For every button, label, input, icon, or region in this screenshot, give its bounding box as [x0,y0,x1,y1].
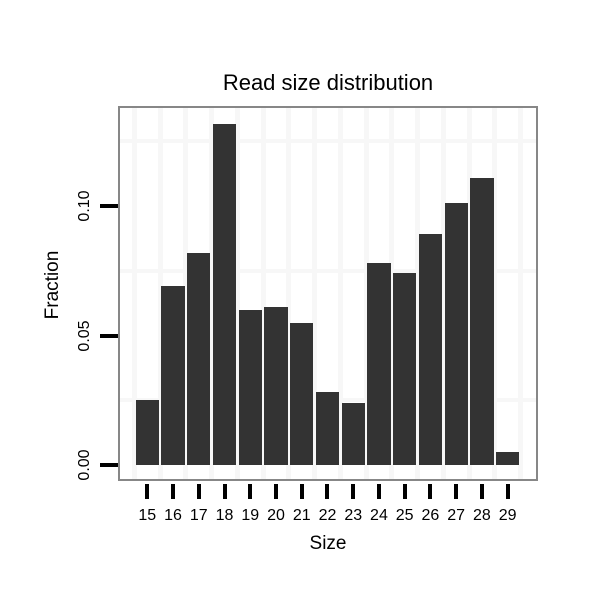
bar-18 [212,124,237,465]
minor-gridline-vertical [492,108,498,479]
x-tick-28 [479,484,484,499]
y-tick-label-0.05: 0.05 [76,319,93,352]
bar-28 [470,177,494,465]
x-tick-label-15: 15 [138,507,157,524]
x-tick-label-26: 26 [421,507,440,524]
minor-gridline-horizontal [120,139,536,144]
x-tick-label-16: 16 [164,507,182,524]
x-tick-label-21: 21 [292,507,311,524]
y-tick-0.00 [100,463,118,467]
x-tick-19 [248,484,253,499]
bar-23 [341,402,365,465]
minor-gridline-vertical [260,108,266,479]
bar-24 [367,262,391,465]
plot-panel [118,106,538,481]
x-tick-label-22: 22 [318,507,337,524]
minor-gridline-vertical [234,108,240,479]
x-tick-label-24: 24 [370,507,388,524]
bar-27 [444,203,468,465]
x-tick-label-23: 23 [344,507,363,524]
bar-19 [238,309,262,465]
minor-gridline-vertical [312,108,318,479]
y-axis-title: Fraction [42,250,63,320]
bar-22 [315,392,340,465]
bar-16 [161,286,185,465]
minor-gridline-horizontal [120,268,536,273]
x-tick-label-20: 20 [267,507,285,524]
minor-gridline-vertical [209,108,215,479]
x-tick-23 [351,484,356,499]
x-axis-title: Size [309,533,347,554]
x-tick-24 [376,484,381,499]
x-tick-27 [454,484,459,499]
minor-gridline-vertical [389,108,395,479]
bar-17 [187,252,211,465]
x-tick-20 [274,484,278,499]
x-tick-26 [428,484,433,499]
x-tick-18 [222,484,227,499]
x-tick-label-19: 19 [241,507,260,524]
minor-gridline-vertical [363,108,369,479]
x-tick-22 [325,484,330,499]
x-tick-label-18: 18 [215,507,234,524]
minor-gridline-vertical [337,108,343,479]
bar-15 [135,400,159,465]
x-tick-label-29: 29 [498,507,517,524]
minor-gridline-vertical [286,108,292,479]
chart-title: Read size distribution [222,70,434,95]
minor-gridline-vertical [518,108,524,479]
minor-gridline-vertical [183,108,189,479]
x-tick-29 [505,484,510,499]
x-tick-label-27: 27 [447,507,466,524]
plot-area [120,108,536,479]
x-tick-label-25: 25 [395,507,414,524]
minor-gridline-vertical [157,108,163,479]
x-tick-21 [299,484,304,499]
bar-26 [418,234,443,465]
y-tick-label-0.00: 0.00 [76,449,93,481]
y-tick-label-0.10: 0.10 [76,190,93,222]
x-tick-16 [171,484,176,499]
bar-25 [393,273,417,465]
minor-gridline-vertical [415,108,421,479]
bar-21 [290,322,314,465]
y-tick-0.05 [100,333,118,338]
x-tick-25 [402,484,407,499]
bar-20 [264,307,288,465]
minor-gridline-vertical [466,108,472,479]
minor-gridline-vertical [440,108,446,479]
x-tick-label-17: 17 [189,507,208,524]
x-tick-15 [145,484,150,499]
bar-29 [496,452,520,465]
minor-gridline-vertical [131,108,137,479]
x-tick-label-28: 28 [473,507,491,524]
y-tick-0.10 [100,204,118,208]
x-tick-17 [196,484,201,499]
